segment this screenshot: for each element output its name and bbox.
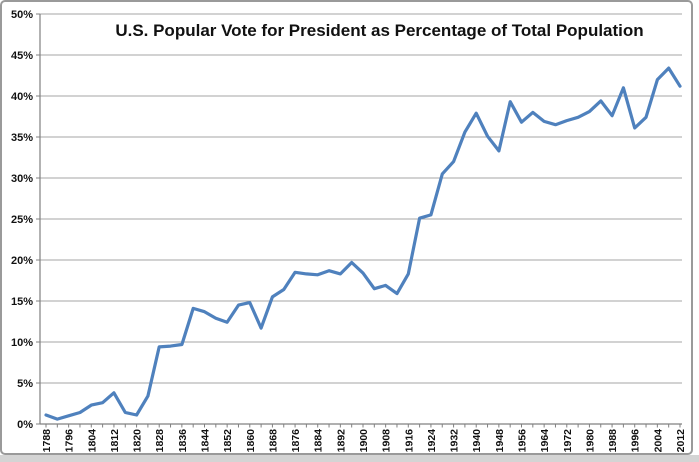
x-axis-label: 1900 bbox=[358, 429, 370, 453]
x-axis-label: 1884 bbox=[313, 429, 325, 453]
x-axis-label: 1964 bbox=[539, 429, 551, 453]
x-axis-label: 1860 bbox=[245, 429, 257, 453]
chart-title: U.S. Popular Vote for President as Perce… bbox=[115, 21, 644, 40]
x-axis-label: 1980 bbox=[584, 429, 596, 453]
x-axis-label: 1868 bbox=[267, 429, 279, 453]
chart-frame bbox=[0, 0, 693, 455]
x-axis-label: 1852 bbox=[222, 429, 234, 453]
x-axis-label: 1796 bbox=[64, 429, 76, 453]
x-axis-label: 1836 bbox=[177, 429, 189, 453]
y-axis-label: 50% bbox=[11, 9, 33, 21]
y-axis-label: 15% bbox=[11, 296, 33, 308]
y-axis-label: 35% bbox=[11, 132, 33, 144]
y-axis-label: 25% bbox=[11, 214, 33, 226]
data-line-series bbox=[44, 66, 682, 421]
x-axis-label: 2012 bbox=[675, 429, 687, 453]
x-axis-label: 1948 bbox=[494, 429, 506, 453]
y-axis-label: 20% bbox=[11, 255, 33, 267]
x-axis-label: 1788 bbox=[41, 429, 53, 453]
x-axis-label: 1804 bbox=[86, 429, 98, 453]
x-axis-label: 2004 bbox=[652, 429, 664, 453]
y-axis-label: 5% bbox=[17, 378, 33, 390]
x-axis-label: 1956 bbox=[517, 429, 529, 453]
x-axis-label: 1892 bbox=[335, 429, 347, 453]
x-axis-label: 1924 bbox=[426, 429, 438, 453]
x-axis-label: 1940 bbox=[471, 429, 483, 453]
x-axis-label: 1916 bbox=[403, 429, 415, 453]
y-axis-label: 30% bbox=[11, 173, 33, 185]
x-axis-label: 1844 bbox=[200, 429, 212, 453]
y-axis-label: 0% bbox=[17, 419, 33, 431]
y-axis-label: 10% bbox=[11, 337, 33, 349]
x-axis-label: 1828 bbox=[154, 429, 166, 453]
x-axis-label: 1820 bbox=[132, 429, 144, 453]
x-axis-label: 1876 bbox=[290, 429, 302, 453]
window-bottom-strip bbox=[0, 455, 699, 462]
x-axis-label: 1812 bbox=[109, 429, 121, 453]
x-axis-label: 1988 bbox=[607, 429, 619, 453]
x-axis-label: 1996 bbox=[630, 429, 642, 453]
x-axis-label: 1972 bbox=[562, 429, 574, 453]
x-axis-label: 1908 bbox=[381, 429, 393, 453]
y-axis-label: 45% bbox=[11, 50, 33, 62]
y-axis-label: 40% bbox=[11, 91, 33, 103]
x-axis-label: 1932 bbox=[449, 429, 461, 453]
